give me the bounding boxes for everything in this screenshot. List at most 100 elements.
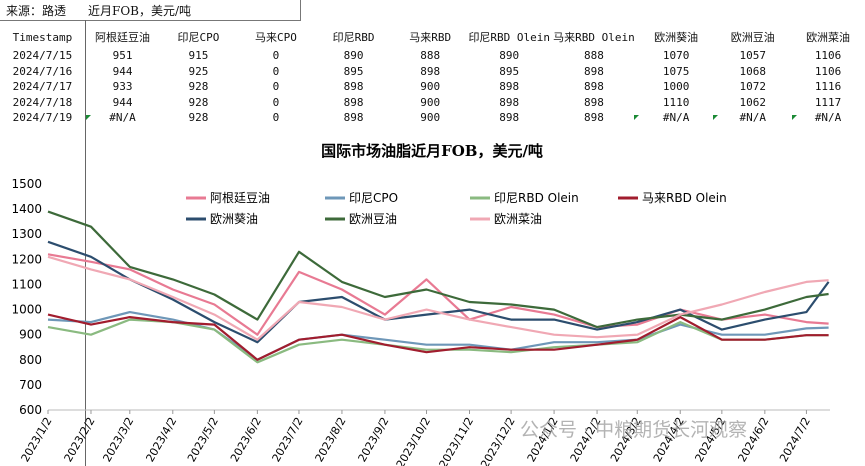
table-cell: 1070: [662, 49, 690, 63]
series-line: [47, 318, 829, 364]
table-cell: 0: [272, 49, 280, 63]
table-cell: 928: [188, 111, 209, 125]
x-tick-label: 2023/6/2: [228, 415, 264, 464]
x-tick-label: 2023/9/2: [356, 415, 392, 464]
table-cell: 888: [420, 49, 441, 63]
y-tick-label: 1100: [11, 277, 42, 291]
x-tick-label: 2023/1/2: [19, 415, 55, 464]
legend-label: 欧洲豆油: [349, 212, 397, 226]
table-cell: 928: [188, 80, 209, 94]
table-cell: 1068: [739, 64, 767, 78]
table-cell: 1106: [814, 64, 842, 78]
column-header: 欧洲豆油: [730, 31, 775, 44]
table-cell: 1057: [739, 49, 767, 63]
table-cell: 900: [420, 95, 441, 109]
error-flag-icon: [634, 115, 639, 120]
x-tick-label: 2023/11/2: [437, 415, 476, 466]
table-cell: 0: [272, 64, 280, 78]
divider-line: [85, 20, 86, 466]
table-row: 2024/7/19 #N/A 928 0 898 900 898 898 #N/A #N/A #N/…: [0, 110, 865, 126]
table-body: 2024/7/15 951 915 0 890 888 890 888 1070 1057 1106…: [0, 48, 865, 126]
table-cell: 898: [583, 80, 604, 94]
legend-label: 阿根廷豆油: [210, 191, 270, 205]
column-header: 欧洲菜油: [806, 31, 851, 44]
series-line: [47, 210, 829, 329]
table-cell: 1116: [814, 80, 842, 94]
error-flag-icon: [713, 115, 718, 120]
table-cell: 898: [343, 80, 364, 94]
watermark: 公众号 · 中粮期货长河观察: [520, 419, 748, 441]
table-cell: 0: [272, 95, 280, 109]
table-cell: 898: [583, 95, 604, 109]
table-cell: 1110: [662, 95, 690, 109]
x-tick-label: 2023/10/2: [394, 415, 433, 466]
table-row: 2024/7/16 944 925 0 895 898 895 898 1075 1068 1106: [0, 64, 865, 80]
legend-label: 印尼RBD Olein: [494, 191, 579, 205]
table-cell: 895: [499, 64, 520, 78]
price-table: Timestamp 阿根廷豆油 印尼CPO 马来CPO 印尼RBD 马来RBD 印尼RBD …: [0, 26, 865, 126]
y-tick-label: 1300: [11, 227, 42, 241]
table-cell: 898: [343, 95, 364, 109]
table-cell: 898: [499, 80, 520, 94]
column-header: 印尼RBD: [332, 31, 375, 44]
series-line: [47, 255, 829, 341]
table-row: 2024/7/18 944 928 0 898 900 898 898 1110 1062 1117: [0, 95, 865, 111]
table-cell: 944: [112, 95, 133, 109]
legend-label: 印尼CPO: [349, 191, 398, 205]
y-tick-label: 1000: [11, 303, 42, 317]
table-cell: 888: [583, 49, 604, 63]
table-cell: 951: [112, 49, 133, 63]
column-header: 印尼RBD Olein: [468, 31, 551, 44]
table-cell: 2024/7/17: [12, 80, 73, 94]
y-tick-label: 700: [19, 378, 42, 392]
table-cell: 2024/7/15: [12, 49, 73, 63]
table-cell: 1117: [814, 95, 842, 109]
table-cell: 898: [420, 64, 441, 78]
table-cell: 1075: [662, 64, 690, 78]
x-tick-label: 2023/4/2: [143, 415, 179, 464]
table-header-row: Timestamp 阿根廷豆油 印尼CPO 马来CPO 印尼RBD 马来RBD 印尼RBD …: [0, 26, 865, 48]
table-cell: 925: [188, 64, 209, 78]
table-cell: 1000: [662, 80, 690, 94]
table-cell: 915: [188, 49, 209, 63]
x-tick-label: 2024/7/2: [777, 415, 813, 464]
table-cell: 2024/7/16: [12, 64, 73, 78]
column-header: 马来RBD Olein: [553, 31, 635, 44]
table-cell: 0: [272, 111, 280, 125]
x-tick-label: 2023/3/2: [100, 415, 136, 464]
table-cell: 890: [343, 49, 364, 63]
table-cell: 1072: [739, 80, 767, 94]
table-cell: 2024/7/19: [12, 111, 73, 125]
error-flag-icon: [86, 115, 91, 120]
column-header: 印尼CPO: [177, 31, 220, 44]
table-cell: #N/A: [814, 111, 842, 125]
y-tick-label: 600: [19, 403, 42, 417]
series-line: [47, 240, 830, 344]
table-cell: 898: [583, 111, 604, 125]
x-tick-label: 2023/7/2: [270, 415, 306, 464]
legend-label: 欧洲葵油: [210, 212, 258, 226]
column-header: 阿根廷豆油: [95, 31, 151, 44]
source-label: 来源：路透: [6, 4, 67, 18]
legend-label: 欧洲菜油: [494, 212, 542, 226]
table-cell: 898: [499, 111, 520, 125]
table-cell: 1062: [739, 95, 767, 109]
column-header: 马来RBD: [409, 31, 452, 44]
x-tick-label: 2023/2/2: [62, 415, 98, 464]
y-tick-label: 1500: [11, 177, 42, 191]
unit-label: 近月FOB，美元/吨: [88, 4, 192, 18]
table-cell: #N/A: [739, 111, 767, 125]
column-header: Timestamp: [12, 30, 73, 44]
column-header: 马来CPO: [255, 31, 297, 44]
y-tick-label: 1400: [11, 202, 42, 216]
table-cell: 895: [343, 64, 364, 78]
source-bar: 来源：路透 近月FOB，美元/吨: [0, 0, 301, 21]
table-cell: 898: [583, 64, 604, 78]
price-line-chart: 国际市场油脂近月FOB，美元/吨 600 700 800 900 1000 1100 1200…: [11, 142, 830, 466]
table-cell: 898: [499, 95, 520, 109]
table-cell: 900: [420, 80, 441, 94]
x-tick-label: 2023/5/2: [185, 415, 221, 464]
table-cell: 928: [188, 95, 209, 109]
table-cell: #N/A: [662, 111, 690, 125]
legend-label: 马来RBD Olein: [642, 191, 727, 205]
